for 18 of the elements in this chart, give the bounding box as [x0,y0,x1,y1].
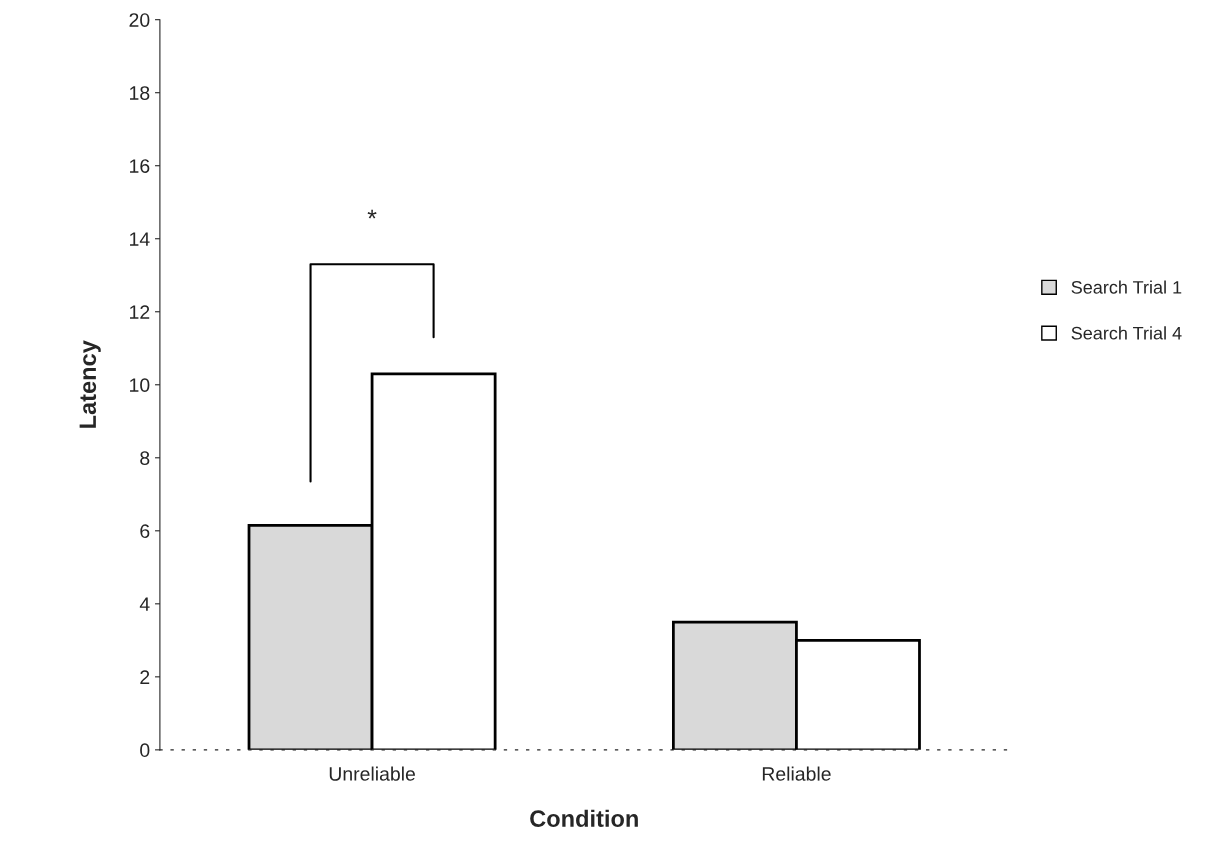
y-tick-label: 16 [130,159,150,173]
y-tick-label: 20 [129,13,150,27]
y-tick-label: 6 [140,524,150,539]
y-tick-label: 0 [140,743,150,758]
y-tick-label: 8 [140,451,150,466]
y-tick-label: 18 [130,86,150,100]
annotation: * [367,209,377,219]
y-tick-label: 2 [140,670,150,684]
x-tick-label: Unreliable [329,766,415,781]
y-tick-label: 4 [139,597,150,611]
y-tick-label: 10 [130,378,150,393]
y-tick-label: 12 [130,305,150,319]
x-axis-title: Condition [530,809,638,827]
x-tick-label: Reliable [762,766,831,781]
y-axis-title: Latency [79,340,101,428]
legend-label: Search Trial 4 [1071,326,1182,340]
y-tick-label: 14 [130,232,150,246]
legend-label: Search Trial 1 [1071,280,1182,294]
